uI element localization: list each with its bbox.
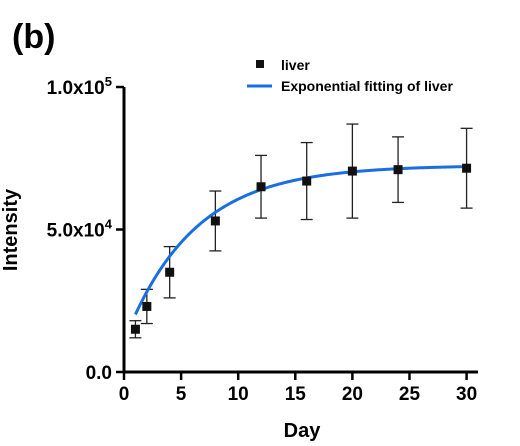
data-point	[302, 176, 312, 186]
x-tick-label: 30	[456, 384, 477, 405]
x-tick-label: 10	[228, 384, 249, 405]
plot-area	[129, 123, 473, 339]
data-point	[165, 267, 175, 277]
legend-marker-liver	[256, 60, 264, 68]
y-tick-label: 1.0x105	[47, 74, 112, 99]
y-axis-label: Intensity	[0, 188, 22, 271]
fit-curve	[134, 165, 467, 316]
ticks: 0 5 10 15 20 25 30 0.0 5.0x104 1.0x105	[47, 74, 478, 405]
x-tick-label: 0	[119, 384, 130, 405]
data-point	[462, 163, 472, 173]
x-tick-label: 5	[176, 384, 187, 405]
x-tick-label: 25	[399, 384, 421, 405]
data-point	[130, 324, 140, 334]
x-tick-label: 20	[342, 384, 363, 405]
legend-label-fit: Exponential fitting of liver	[281, 78, 453, 94]
data-point	[256, 182, 266, 192]
panel-label: (b)	[12, 18, 55, 56]
legend-label-liver: liver	[281, 57, 310, 73]
data-point	[347, 166, 357, 176]
data-point	[142, 301, 152, 311]
legend: liver Exponential fitting of liver	[247, 57, 453, 94]
y-tick-label: 0.0	[86, 363, 112, 384]
x-axis-label: Day	[284, 420, 322, 442]
axes	[122, 87, 478, 374]
data-point	[393, 165, 403, 175]
x-tick-label: 15	[285, 384, 307, 405]
y-tick-label: 5.0x104	[47, 217, 113, 242]
data-point	[210, 216, 220, 226]
